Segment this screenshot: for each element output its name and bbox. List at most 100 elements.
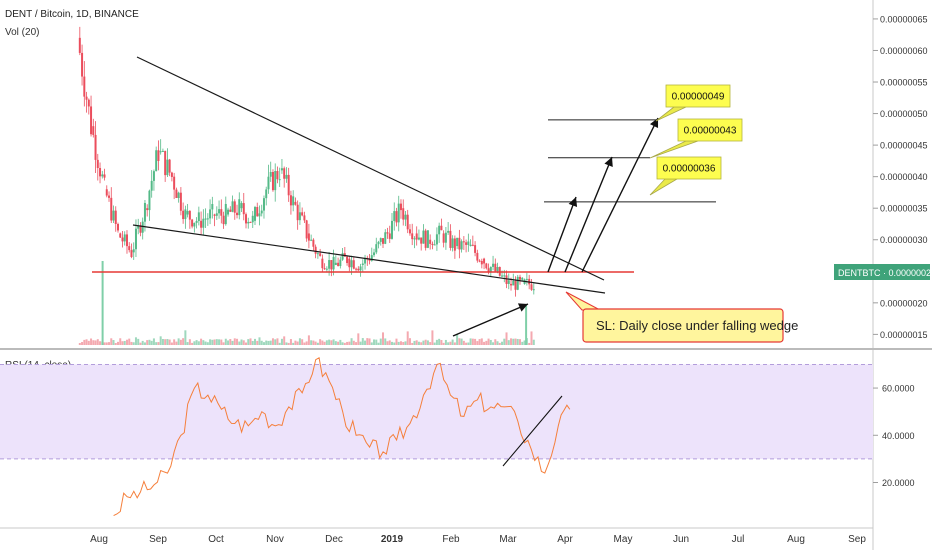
volume-bar bbox=[310, 340, 313, 345]
candle-body bbox=[134, 228, 137, 250]
volume-bar bbox=[404, 341, 407, 345]
volume-bar bbox=[117, 341, 119, 345]
volume-bar bbox=[294, 340, 297, 345]
volume-bar bbox=[514, 338, 517, 345]
volume-bar bbox=[179, 339, 182, 345]
candle-body bbox=[283, 168, 286, 179]
candle-body bbox=[166, 159, 169, 176]
candle-body bbox=[229, 209, 232, 212]
volume-arrow-head bbox=[517, 303, 528, 312]
volume-bar bbox=[453, 342, 456, 345]
volume-bar bbox=[494, 339, 497, 345]
target-label: 0.00000043 bbox=[684, 126, 737, 137]
volume-bar bbox=[478, 339, 481, 345]
candle-body bbox=[280, 168, 283, 171]
candle-body bbox=[265, 189, 268, 199]
volume-bar bbox=[393, 342, 396, 345]
volume-bar bbox=[128, 338, 131, 345]
volume-bar bbox=[386, 341, 389, 345]
candle-body bbox=[359, 266, 362, 271]
candle-body bbox=[420, 237, 423, 244]
candle-body bbox=[487, 268, 490, 272]
candle-body bbox=[262, 198, 265, 211]
candle-body bbox=[99, 168, 102, 177]
candle-body bbox=[307, 233, 310, 241]
wedge-lower-line bbox=[132, 224, 606, 294]
candle-body bbox=[442, 233, 445, 243]
y-tick-label: 0.00000060 bbox=[880, 46, 928, 56]
volume-bar bbox=[321, 340, 324, 345]
candle-body bbox=[492, 263, 495, 267]
x-tick-label: Dec bbox=[325, 534, 343, 545]
candle-body bbox=[101, 174, 104, 177]
candle-body bbox=[209, 209, 212, 219]
volume-bar bbox=[233, 338, 236, 345]
volume-bar bbox=[262, 342, 265, 345]
volume-bar bbox=[334, 341, 337, 345]
candle-body bbox=[408, 229, 411, 234]
x-tick-label: Mar bbox=[499, 534, 517, 545]
volume-bar bbox=[483, 341, 486, 345]
candle-body bbox=[505, 275, 508, 284]
volume-bar bbox=[137, 338, 140, 345]
candle-body bbox=[184, 209, 187, 220]
candle-body bbox=[429, 239, 432, 244]
sl-callout-box bbox=[582, 308, 784, 343]
candle-body bbox=[460, 241, 463, 250]
volume-bar bbox=[415, 340, 418, 345]
volume-bar bbox=[209, 339, 212, 345]
candle-body bbox=[240, 203, 243, 209]
candle-body bbox=[211, 203, 214, 210]
volume-bar bbox=[271, 338, 274, 345]
candle-body bbox=[242, 203, 245, 215]
candle-body bbox=[321, 258, 324, 269]
volume-bar bbox=[298, 338, 301, 345]
candle-body bbox=[152, 171, 155, 181]
volume-bar bbox=[81, 341, 84, 345]
volume-bar bbox=[519, 339, 522, 345]
volume-bar bbox=[489, 339, 492, 345]
candle-body bbox=[289, 195, 292, 206]
target-label: 0.00000049 bbox=[672, 92, 725, 103]
volume-bar bbox=[269, 340, 272, 345]
candle-body bbox=[350, 260, 353, 268]
candle-body bbox=[456, 237, 459, 247]
x-tick-label: Oct bbox=[208, 534, 224, 545]
candle-body bbox=[177, 192, 180, 198]
volume-bar bbox=[346, 341, 349, 345]
candle-body bbox=[267, 176, 270, 190]
candle-body bbox=[117, 223, 119, 231]
candle-body bbox=[404, 214, 407, 220]
candle-body bbox=[312, 239, 315, 247]
candle-body bbox=[373, 252, 376, 256]
volume-bar bbox=[465, 342, 468, 345]
candle-body bbox=[78, 37, 81, 53]
candle-body bbox=[469, 244, 472, 247]
volume-bar bbox=[105, 342, 108, 345]
candle-body bbox=[364, 257, 367, 264]
volume-bar bbox=[132, 342, 135, 345]
volume-bar bbox=[296, 341, 299, 345]
candle-body bbox=[231, 201, 234, 212]
candle-body bbox=[105, 189, 108, 196]
candle-body bbox=[85, 96, 88, 100]
volume-bar bbox=[348, 341, 351, 345]
candle-body bbox=[514, 280, 517, 290]
x-tick-label: Jun bbox=[673, 534, 689, 545]
candle-body bbox=[422, 230, 425, 244]
x-tick-label: May bbox=[614, 534, 633, 545]
candle-body bbox=[386, 232, 389, 234]
candle-body bbox=[512, 280, 515, 286]
volume-bar bbox=[330, 340, 333, 345]
target-arrow-head bbox=[568, 197, 578, 208]
volume-bar bbox=[368, 338, 371, 345]
volume-bar bbox=[103, 342, 106, 345]
volume-bar bbox=[406, 331, 409, 345]
volume-bar bbox=[325, 340, 328, 345]
volume-bar bbox=[231, 340, 234, 345]
volume-bar bbox=[240, 339, 243, 345]
volume-bar bbox=[357, 333, 360, 345]
volume-bar bbox=[355, 342, 358, 345]
candle-body bbox=[258, 213, 261, 217]
